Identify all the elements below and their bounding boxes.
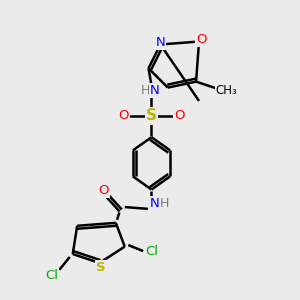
Text: O: O [98, 184, 109, 196]
Text: O: O [175, 109, 185, 122]
Text: S: S [146, 108, 157, 123]
Text: S: S [96, 261, 106, 274]
Text: N: N [155, 36, 165, 49]
Text: N: N [150, 197, 159, 210]
Text: O: O [196, 33, 207, 46]
Text: Cl: Cl [145, 244, 158, 258]
Text: H: H [140, 84, 150, 97]
Text: O: O [118, 109, 128, 122]
Text: CH₃: CH₃ [216, 84, 238, 97]
Text: Cl: Cl [45, 269, 58, 282]
Text: N: N [150, 84, 159, 97]
Text: H: H [160, 197, 170, 210]
